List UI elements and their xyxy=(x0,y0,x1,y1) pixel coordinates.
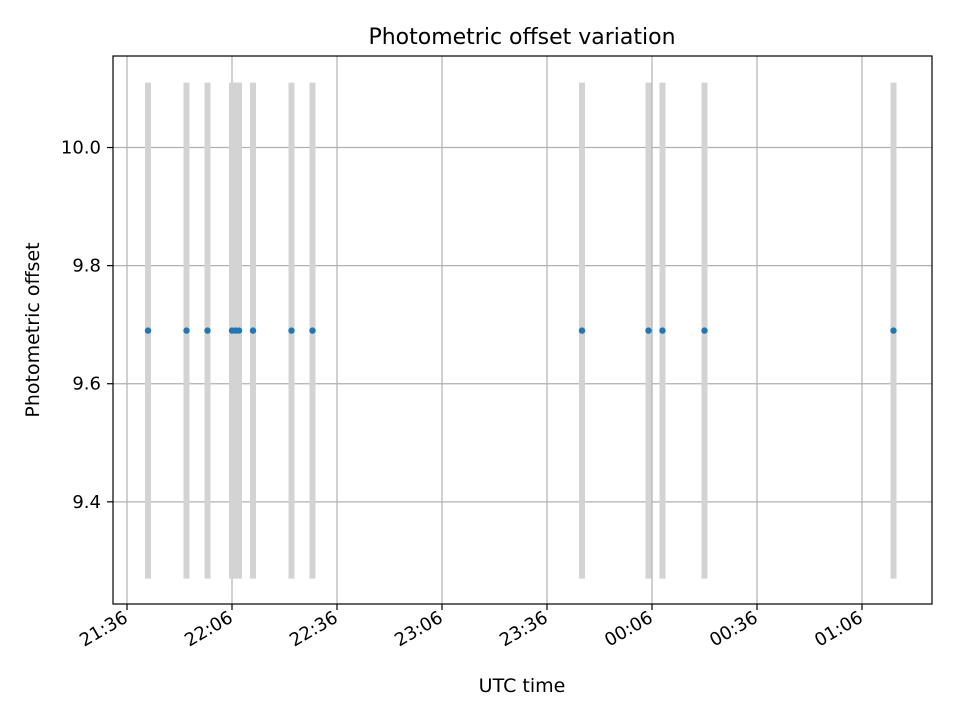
data-points xyxy=(144,327,897,334)
data-point xyxy=(890,327,897,334)
y-axis-ticks: 9.4 9.6 9.8 10.0 xyxy=(61,138,113,513)
data-point xyxy=(309,327,316,334)
data-point xyxy=(144,327,152,334)
y-tick-label: 9.4 xyxy=(72,492,101,513)
data-point xyxy=(204,327,211,334)
y-tick-label: 9.8 xyxy=(72,256,101,277)
data-point xyxy=(249,327,257,334)
data-point xyxy=(578,327,586,334)
plot-frame xyxy=(112,55,933,605)
y-axis-label: Photometric offset xyxy=(22,242,44,417)
y-tick-label: 10.0 xyxy=(61,138,101,159)
x-axis-label: UTC time xyxy=(479,675,566,697)
data-point xyxy=(701,327,708,334)
data-point xyxy=(645,327,652,334)
data-point xyxy=(288,327,295,334)
data-point xyxy=(183,327,190,334)
y-tick-label: 9.6 xyxy=(72,374,101,395)
chart-title: Photometric offset variation xyxy=(368,25,675,50)
data-point xyxy=(235,327,243,334)
data-point xyxy=(659,327,666,334)
